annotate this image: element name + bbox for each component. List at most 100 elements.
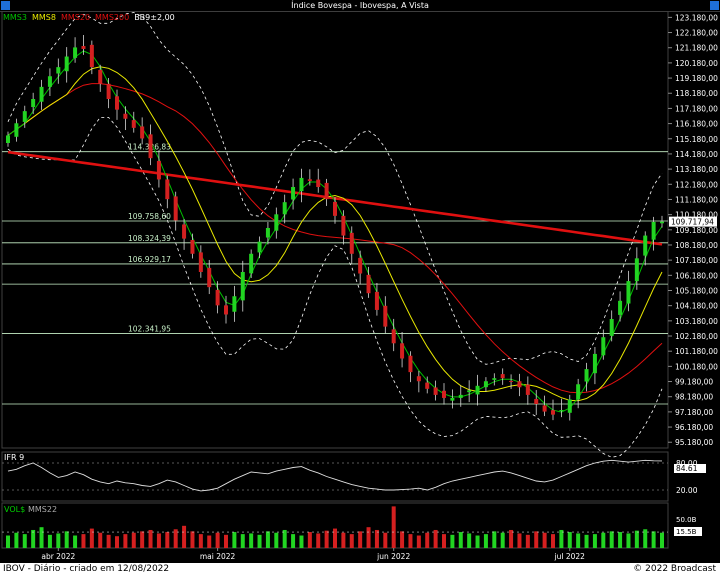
- y-tick-label: 102.180,00: [675, 332, 718, 341]
- candle-body: [81, 46, 86, 49]
- volume-bar: [458, 532, 463, 548]
- candle-body: [425, 382, 430, 389]
- volume-bar: [224, 534, 228, 548]
- candle-body: [618, 300, 623, 315]
- ifr-tick-label: 80.00: [676, 459, 698, 468]
- volume-bar: [567, 532, 572, 548]
- y-tick-label: 123.180,00: [675, 13, 718, 22]
- candle-body: [257, 241, 262, 253]
- candle-body: [400, 343, 405, 359]
- volume-bar: [609, 531, 614, 548]
- volume-bar: [525, 534, 530, 548]
- volume-bar: [198, 534, 203, 548]
- bollinger-lower-line: [7, 117, 663, 458]
- volume-bar: [156, 533, 161, 548]
- volume-bar: [400, 531, 405, 548]
- y-tick-label: 97.180,00: [675, 408, 713, 417]
- volume-bar: [190, 531, 195, 548]
- candle-body: [47, 76, 52, 87]
- price-chart[interactable]: 123.180,00 122.180,00 121.180,00 120.180,00…: [0, 11, 720, 563]
- footer-info: IBOV - Diário - criado em 12/08/2022: [3, 564, 170, 574]
- y-tick-label: 112.180,00: [675, 180, 718, 189]
- candle-body: [584, 369, 589, 382]
- ifr-label: IFR 9: [4, 453, 24, 462]
- volume-bar: [651, 531, 656, 548]
- x-tick-label: abr 2022: [41, 552, 75, 561]
- volume-label: VOL$: [4, 505, 25, 514]
- volume-tick-label: 15.5B: [676, 528, 697, 536]
- volume-bar: [416, 535, 421, 548]
- volume-bar: [584, 534, 589, 548]
- volume-bar: [551, 534, 555, 548]
- volume-bar: [643, 529, 648, 548]
- volume-bar: [165, 532, 170, 548]
- volume-bar: [592, 534, 597, 548]
- y-tick-label: 114.180,00: [675, 150, 718, 159]
- y-tick-label: 116.180,00: [675, 120, 718, 129]
- candle-body: [391, 329, 396, 344]
- volume-bar: [56, 533, 61, 548]
- volume-bar: [265, 531, 270, 548]
- mms20-line: [7, 83, 663, 394]
- y-tick-label: 122.180,00: [675, 29, 718, 38]
- candle-body: [483, 381, 488, 388]
- volume-bar: [467, 533, 472, 548]
- y-tick-label: 98.180,00: [675, 393, 713, 402]
- volume-bar: [534, 531, 539, 548]
- window-resize-icon[interactable]: [710, 1, 719, 10]
- candle-body: [148, 134, 153, 159]
- candle-body: [224, 305, 228, 315]
- candle-body: [492, 378, 497, 380]
- volume-bar: [391, 506, 396, 548]
- volume-bar: [324, 530, 329, 548]
- fib-level-label: 108.324,39: [128, 234, 171, 243]
- candle-body: [324, 182, 329, 200]
- candle-body: [458, 394, 463, 398]
- bollinger-upper-line: [7, 12, 663, 365]
- candle-body: [240, 271, 245, 301]
- volume-bar: [89, 528, 94, 548]
- candle-body: [374, 291, 379, 310]
- volume-bar: [22, 534, 27, 548]
- volume-bar: [39, 527, 44, 548]
- volume-bar: [182, 525, 187, 548]
- volume-bar: [31, 529, 36, 548]
- candle-body: [333, 201, 337, 216]
- candle-body: [274, 214, 279, 231]
- volume-bar: [98, 532, 103, 548]
- volume-bar: [14, 532, 19, 548]
- candle-body: [291, 187, 296, 200]
- volume-bar: [358, 531, 363, 548]
- volume-bar: [425, 532, 430, 548]
- candle-body: [542, 405, 547, 412]
- y-tick-label: 120.180,00: [675, 59, 718, 68]
- candle-body: [14, 123, 19, 137]
- legend-item: MMS20: [61, 13, 90, 22]
- ifr-panel-frame: [1, 451, 669, 502]
- volume-bar: [559, 529, 564, 548]
- candle-body: [567, 399, 572, 413]
- legend-item: MMS200: [95, 13, 129, 22]
- volume-bar: [349, 534, 354, 548]
- volume-bar: [6, 535, 10, 548]
- window-menu-icon[interactable]: [1, 1, 10, 10]
- volume-bar: [341, 532, 346, 548]
- candle-body: [500, 374, 505, 379]
- volume-bar: [450, 534, 455, 548]
- volume-bar: [576, 533, 581, 548]
- volume-bar: [316, 533, 321, 548]
- candle-body: [89, 44, 94, 68]
- y-tick-label: 105.180,00: [675, 286, 718, 295]
- volume-bar: [257, 534, 262, 548]
- candle-body: [551, 410, 555, 415]
- candle-body: [442, 390, 446, 398]
- x-tick-label: jul 2022: [554, 552, 586, 561]
- volume-bar: [64, 531, 69, 548]
- candle-body: [307, 179, 312, 181]
- x-tick-label: jun 2022: [376, 552, 410, 561]
- y-tick-label: 115.180,00: [675, 135, 718, 144]
- candle-body: [232, 296, 237, 312]
- volume-tick-label: 50.0B: [676, 516, 697, 524]
- candle-body: [165, 179, 170, 200]
- candle-body: [173, 196, 178, 221]
